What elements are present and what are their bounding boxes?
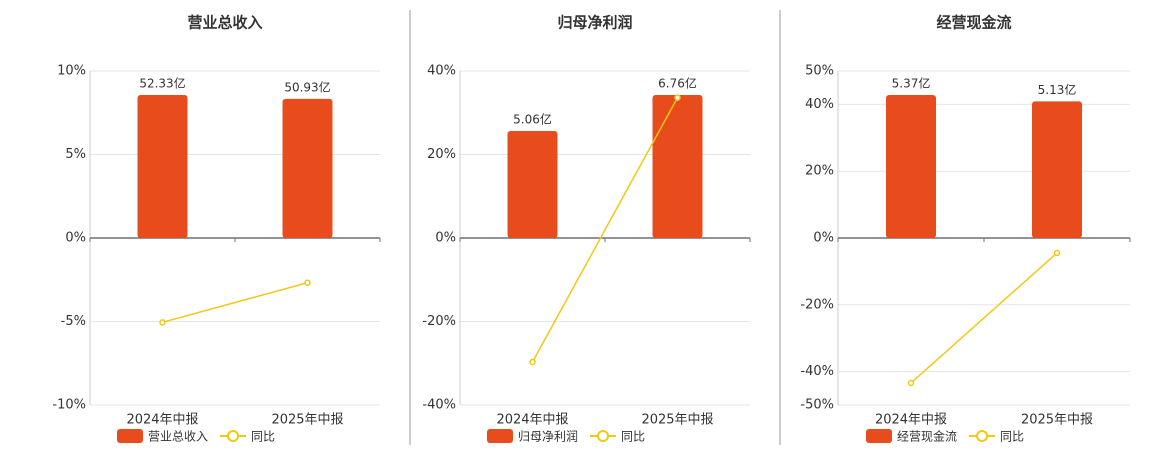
x-tick-label: 2025年中报 <box>641 413 713 428</box>
legend-swatch <box>976 430 989 442</box>
x-tick-label: 2025年中报 <box>271 413 343 428</box>
legend-label: 同比 <box>621 430 645 444</box>
bar <box>137 95 188 238</box>
point <box>159 319 166 326</box>
legend-swatch <box>117 429 143 443</box>
y-tick-label: 50% <box>805 64 834 79</box>
legend-swatch <box>487 429 513 443</box>
bar <box>282 98 333 239</box>
legend-label: 营业总收入 <box>148 430 208 444</box>
y-tick-label: 0% <box>65 231 86 246</box>
y-tick-label: 20% <box>805 164 834 179</box>
value-label: 6.76亿 <box>658 76 697 91</box>
value-label: 50.93亿 <box>284 79 330 94</box>
legend-label: 同比 <box>251 430 275 444</box>
point <box>1053 249 1061 257</box>
y-tick-label: -20% <box>800 297 834 312</box>
y-tick-label: -40% <box>422 398 456 413</box>
chart-title: 归母净利润 <box>557 14 632 32</box>
x-tick-label: 2024年中报 <box>496 413 568 428</box>
line <box>531 97 679 363</box>
bar <box>652 95 703 238</box>
point <box>304 279 311 287</box>
bar <box>886 95 936 238</box>
y-tick-label: 0% <box>435 231 456 246</box>
legend-label: 归母净利润 <box>518 430 578 444</box>
y-tick-label: 40% <box>805 97 834 112</box>
value-label: 52.33亿 <box>139 76 185 91</box>
x-tick-label: 2025年中报 <box>1021 413 1093 428</box>
bar <box>1032 101 1082 239</box>
y-tick-label: -10% <box>52 398 86 413</box>
bar <box>507 130 558 238</box>
x-tick-label: 2024年中报 <box>126 413 198 428</box>
line <box>910 252 1058 384</box>
y-tick-label: -50% <box>800 398 834 413</box>
chart-title: 经营现金流 <box>936 14 1011 32</box>
line <box>162 282 308 324</box>
point <box>529 358 536 366</box>
y-tick-label: -5% <box>61 314 86 329</box>
legend-swatch <box>866 429 892 443</box>
chart-title: 营业总收入 <box>187 14 262 32</box>
y-tick-label: 5% <box>65 147 86 162</box>
y-tick-label: 0% <box>813 231 834 246</box>
y-tick-label: 20% <box>427 147 456 162</box>
point <box>674 94 681 101</box>
legend-swatch <box>597 430 610 442</box>
value-label: 5.13亿 <box>1038 82 1077 97</box>
legend-label: 同比 <box>1000 430 1024 444</box>
point <box>907 379 915 387</box>
value-label: 5.37亿 <box>892 76 931 91</box>
y-tick-label: 10% <box>57 64 86 79</box>
y-tick-label: -20% <box>422 314 456 329</box>
x-tick-label: 2024年中报 <box>875 413 947 428</box>
legend-swatch <box>227 430 240 442</box>
value-label: 5.06亿 <box>513 111 552 126</box>
y-tick-label: -40% <box>800 364 834 379</box>
legend-label: 经营现金流 <box>897 429 957 444</box>
y-tick-label: 40% <box>427 64 456 79</box>
